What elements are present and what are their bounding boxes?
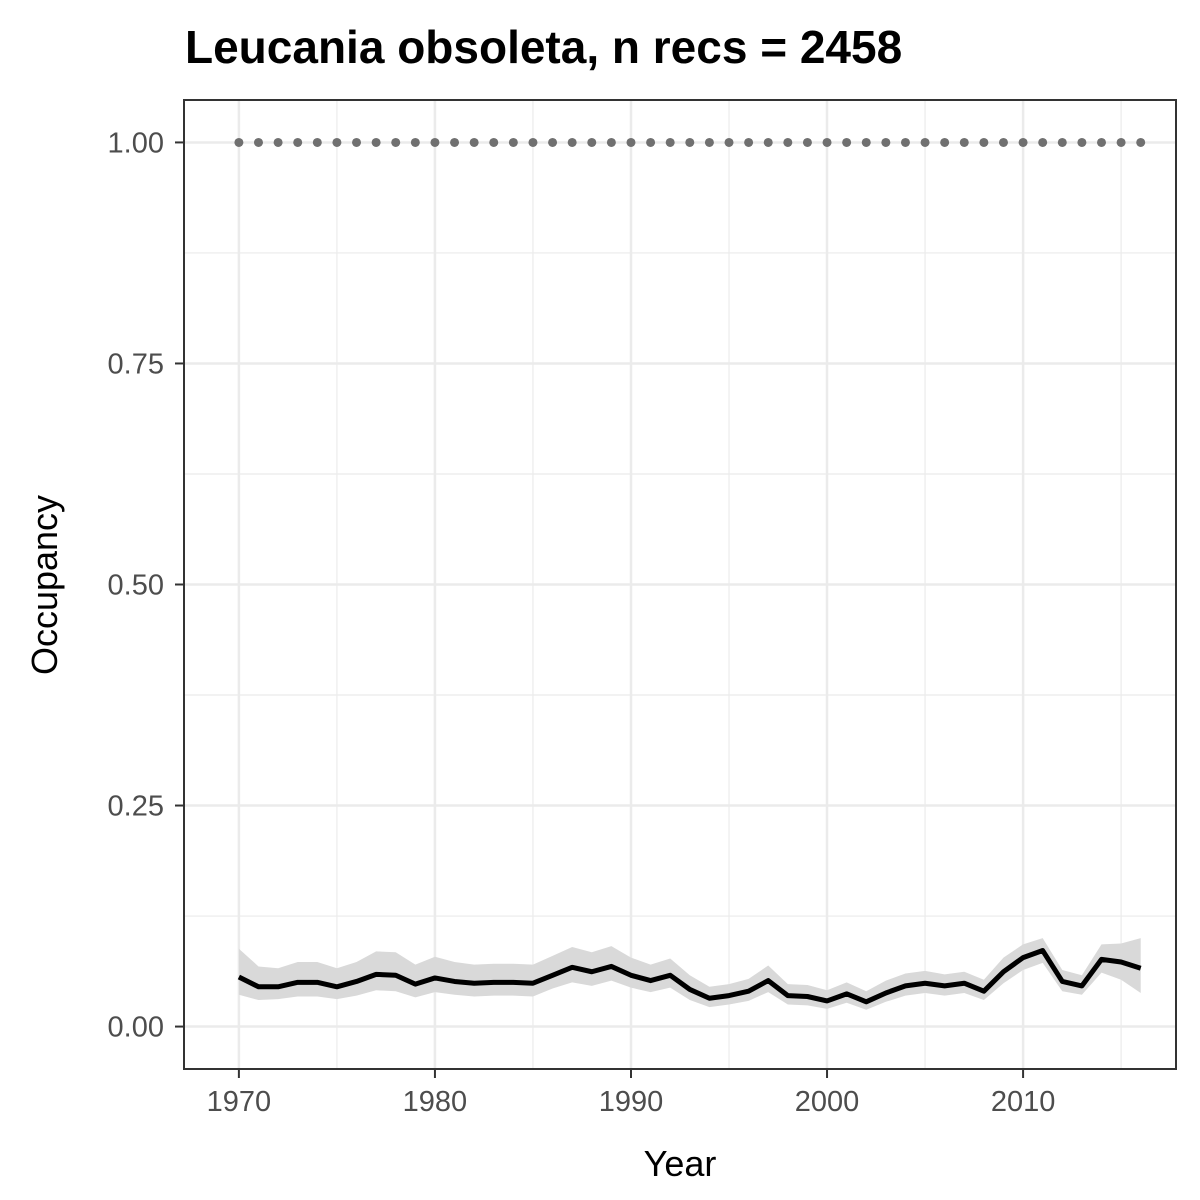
- x-tick-label: 2000: [795, 1086, 860, 1118]
- y-axis-ticks: 0.00 0.25 0.50 0.75 1.00: [108, 127, 184, 1044]
- y-tick-label: 0.75: [108, 348, 164, 380]
- confidence-ribbon: [238, 938, 1141, 1010]
- reference-point: [744, 137, 754, 147]
- reference-point: [763, 137, 773, 147]
- reference-point: [959, 137, 969, 147]
- reference-point: [940, 137, 950, 147]
- reference-point: [900, 137, 910, 147]
- reference-point: [646, 137, 656, 147]
- reference-point: [234, 137, 244, 147]
- x-tick-label: 1990: [599, 1086, 664, 1118]
- reference-point: [802, 137, 812, 147]
- reference-point: [352, 137, 362, 147]
- x-axis-label: Year: [644, 1143, 717, 1184]
- reference-point: [391, 137, 401, 147]
- y-tick-label: 0.25: [108, 791, 164, 823]
- x-tick-label: 1970: [207, 1086, 272, 1118]
- reference-point: [293, 137, 303, 147]
- reference-point: [489, 137, 499, 147]
- x-axis-ticks: 1970 1980 1990 2000 2010: [207, 1069, 1056, 1118]
- y-axis-label: Occupancy: [24, 495, 65, 675]
- reference-point: [312, 137, 322, 147]
- reference-point: [861, 137, 871, 147]
- reference-point: [1097, 137, 1107, 147]
- x-tick-label: 2010: [991, 1086, 1056, 1118]
- reference-point: [332, 137, 342, 147]
- reference-point: [1116, 137, 1126, 147]
- grid-lines: [184, 100, 1176, 1069]
- reference-point: [1038, 137, 1048, 147]
- reference-point: [842, 137, 852, 147]
- y-tick-label: 1.00: [108, 127, 164, 159]
- series-lines: [237, 948, 1142, 1005]
- reference-point: [450, 137, 460, 147]
- reference-point: [253, 137, 263, 147]
- reference-point: [1018, 137, 1028, 147]
- reference-point: [704, 137, 714, 147]
- reference-point: [920, 137, 930, 147]
- y-tick-label: 0.00: [108, 1012, 164, 1044]
- reference-point: [724, 137, 734, 147]
- reference-point: [783, 137, 793, 147]
- reference-point: [685, 137, 695, 147]
- reference-point: [626, 137, 636, 147]
- reference-point: [1057, 137, 1067, 147]
- reference-point: [273, 137, 283, 147]
- reference-point: [1077, 137, 1087, 147]
- reference-point: [548, 137, 558, 147]
- confidence-ribbon-area: [238, 938, 1141, 1010]
- chart-title: Leucania obsoleta, n recs = 2458: [185, 21, 902, 73]
- reference-point: [1136, 137, 1146, 147]
- reference-point: [528, 137, 538, 147]
- reference-points: [234, 137, 1146, 147]
- reference-point: [587, 137, 597, 147]
- reference-point: [508, 137, 518, 147]
- reference-point: [606, 137, 616, 147]
- reference-point: [371, 137, 381, 147]
- reference-point: [430, 137, 440, 147]
- occupancy-line: [237, 948, 1142, 1005]
- reference-point: [410, 137, 420, 147]
- x-tick-label: 1980: [403, 1086, 468, 1118]
- reference-point: [567, 137, 577, 147]
- reference-point: [822, 137, 832, 147]
- y-tick-label: 0.50: [108, 570, 164, 602]
- reference-point: [998, 137, 1008, 147]
- reference-point: [881, 137, 891, 147]
- reference-point: [665, 137, 675, 147]
- reference-point: [469, 137, 479, 147]
- reference-point: [979, 137, 989, 147]
